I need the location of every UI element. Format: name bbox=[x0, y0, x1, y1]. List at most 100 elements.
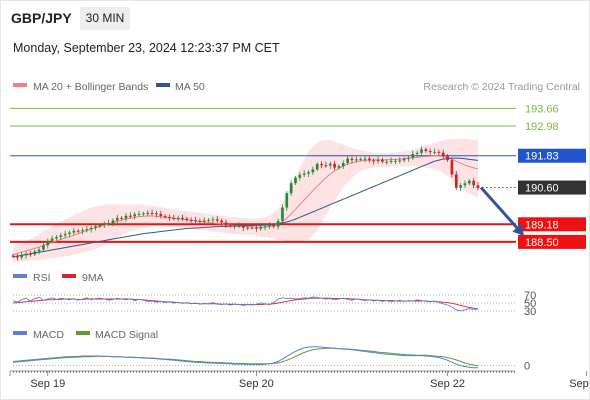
candle-body bbox=[259, 226, 263, 229]
candle-body bbox=[33, 251, 37, 255]
candle-body bbox=[450, 160, 454, 175]
candle-body bbox=[142, 213, 145, 215]
candle-body bbox=[181, 217, 184, 219]
candle-body bbox=[320, 164, 323, 166]
candle-body bbox=[441, 152, 445, 156]
candle-body bbox=[20, 255, 24, 258]
candle-body bbox=[42, 245, 45, 250]
macd-signal-legend-swatch bbox=[76, 331, 90, 335]
rsi-level-label-30: 30 bbox=[524, 306, 536, 318]
candle-body bbox=[124, 215, 128, 219]
candle-body bbox=[189, 219, 193, 221]
candle-body bbox=[428, 151, 432, 153]
candle-body bbox=[224, 222, 228, 226]
macd-legend-label: MACD bbox=[33, 329, 64, 341]
candle-body bbox=[333, 163, 336, 168]
level-tag-191-83 bbox=[518, 148, 586, 163]
candle-body bbox=[176, 217, 180, 219]
candle-body bbox=[172, 218, 176, 220]
level-label-190-60: 190.60 bbox=[525, 183, 559, 195]
candle-body bbox=[150, 212, 154, 214]
candle-body bbox=[359, 159, 362, 161]
candle-body bbox=[307, 172, 310, 174]
candle-body bbox=[341, 162, 345, 167]
candle-body bbox=[50, 238, 54, 241]
candle-body bbox=[37, 249, 41, 252]
candle-body bbox=[237, 225, 241, 227]
rsi-legend-swatch bbox=[13, 274, 27, 278]
level-tag-190-60 bbox=[518, 180, 586, 195]
rsi-level-label-50: 50 bbox=[524, 298, 536, 310]
macd-panel: 0 bbox=[12, 346, 530, 372]
candle-body bbox=[311, 169, 315, 173]
candle-body bbox=[168, 217, 171, 219]
candle-body bbox=[133, 214, 137, 217]
candle-body bbox=[68, 232, 71, 235]
candle-body bbox=[233, 225, 236, 227]
candle-body bbox=[463, 183, 467, 186]
candle-body bbox=[415, 152, 419, 154]
candle-body bbox=[211, 219, 215, 221]
level-label-191-83: 191.83 bbox=[525, 151, 559, 163]
level-tag-188-50 bbox=[518, 234, 586, 249]
candle-body bbox=[46, 240, 50, 246]
forecast-arrow-shaft bbox=[479, 186, 523, 234]
bollinger-band-area bbox=[13, 138, 478, 263]
level-label-188-50: 188.50 bbox=[525, 237, 559, 249]
rsi-level-label-70: 70 bbox=[524, 290, 536, 302]
candle-body bbox=[120, 217, 123, 219]
candle-body bbox=[394, 160, 397, 162]
candle-body bbox=[315, 164, 319, 170]
candle-body bbox=[350, 158, 354, 161]
candle-body bbox=[76, 230, 80, 232]
candle-body bbox=[298, 174, 302, 178]
candle-body bbox=[276, 220, 280, 227]
candle-body bbox=[376, 159, 380, 162]
level-tag-189-18 bbox=[518, 217, 586, 232]
macd-legend-swatch bbox=[13, 331, 27, 335]
candle-body bbox=[220, 220, 223, 223]
candle-body bbox=[263, 226, 267, 228]
candle-body bbox=[185, 218, 189, 220]
level-label-193-66: 193.66 bbox=[525, 103, 559, 115]
candle-body bbox=[55, 236, 58, 239]
candle-body bbox=[454, 174, 458, 188]
candle-body bbox=[424, 149, 428, 152]
candle-body bbox=[98, 225, 102, 227]
timeframe-badge[interactable]: 30 MIN bbox=[80, 7, 130, 30]
rsi-ma-legend-swatch bbox=[62, 274, 76, 278]
candle-body bbox=[72, 230, 76, 233]
candle-body bbox=[85, 229, 89, 231]
macd-level-label: 0 bbox=[524, 360, 530, 372]
candle-body bbox=[368, 158, 371, 161]
candle-body bbox=[411, 153, 415, 158]
rsi-line bbox=[12, 296, 479, 312]
candle-body bbox=[194, 220, 197, 222]
candle-body bbox=[268, 225, 271, 227]
candle-body bbox=[24, 253, 28, 256]
level-label-189-18: 189.18 bbox=[525, 219, 559, 231]
rsi-legend-label: RSI bbox=[33, 272, 51, 284]
candle-body bbox=[241, 225, 245, 228]
candle-body bbox=[433, 151, 436, 153]
candle-body bbox=[459, 185, 462, 188]
macd-line bbox=[12, 346, 478, 369]
ma50-legend-label: MA 50 bbox=[175, 81, 205, 93]
credit-label: Research © 2024 Trading Central bbox=[423, 81, 580, 93]
candle-body bbox=[102, 223, 106, 226]
candle-body bbox=[346, 158, 349, 163]
pair-title: GBP/JPY bbox=[11, 10, 72, 26]
candle-body bbox=[63, 234, 67, 236]
candle-body bbox=[159, 213, 163, 217]
candle-body bbox=[202, 220, 206, 222]
rsi-ma-line bbox=[12, 297, 479, 310]
price-panel: 193.66 192.98 191.83 190.60 189.18 188.50 bbox=[10, 103, 586, 263]
candle-body bbox=[215, 219, 219, 221]
candle-body bbox=[155, 213, 158, 215]
candle-body bbox=[324, 165, 328, 167]
candle-body bbox=[146, 212, 150, 214]
x-axis: Sep 19 Sep 20 Sep 22 Sep 24 bbox=[9, 370, 590, 390]
candle-body bbox=[115, 217, 119, 221]
